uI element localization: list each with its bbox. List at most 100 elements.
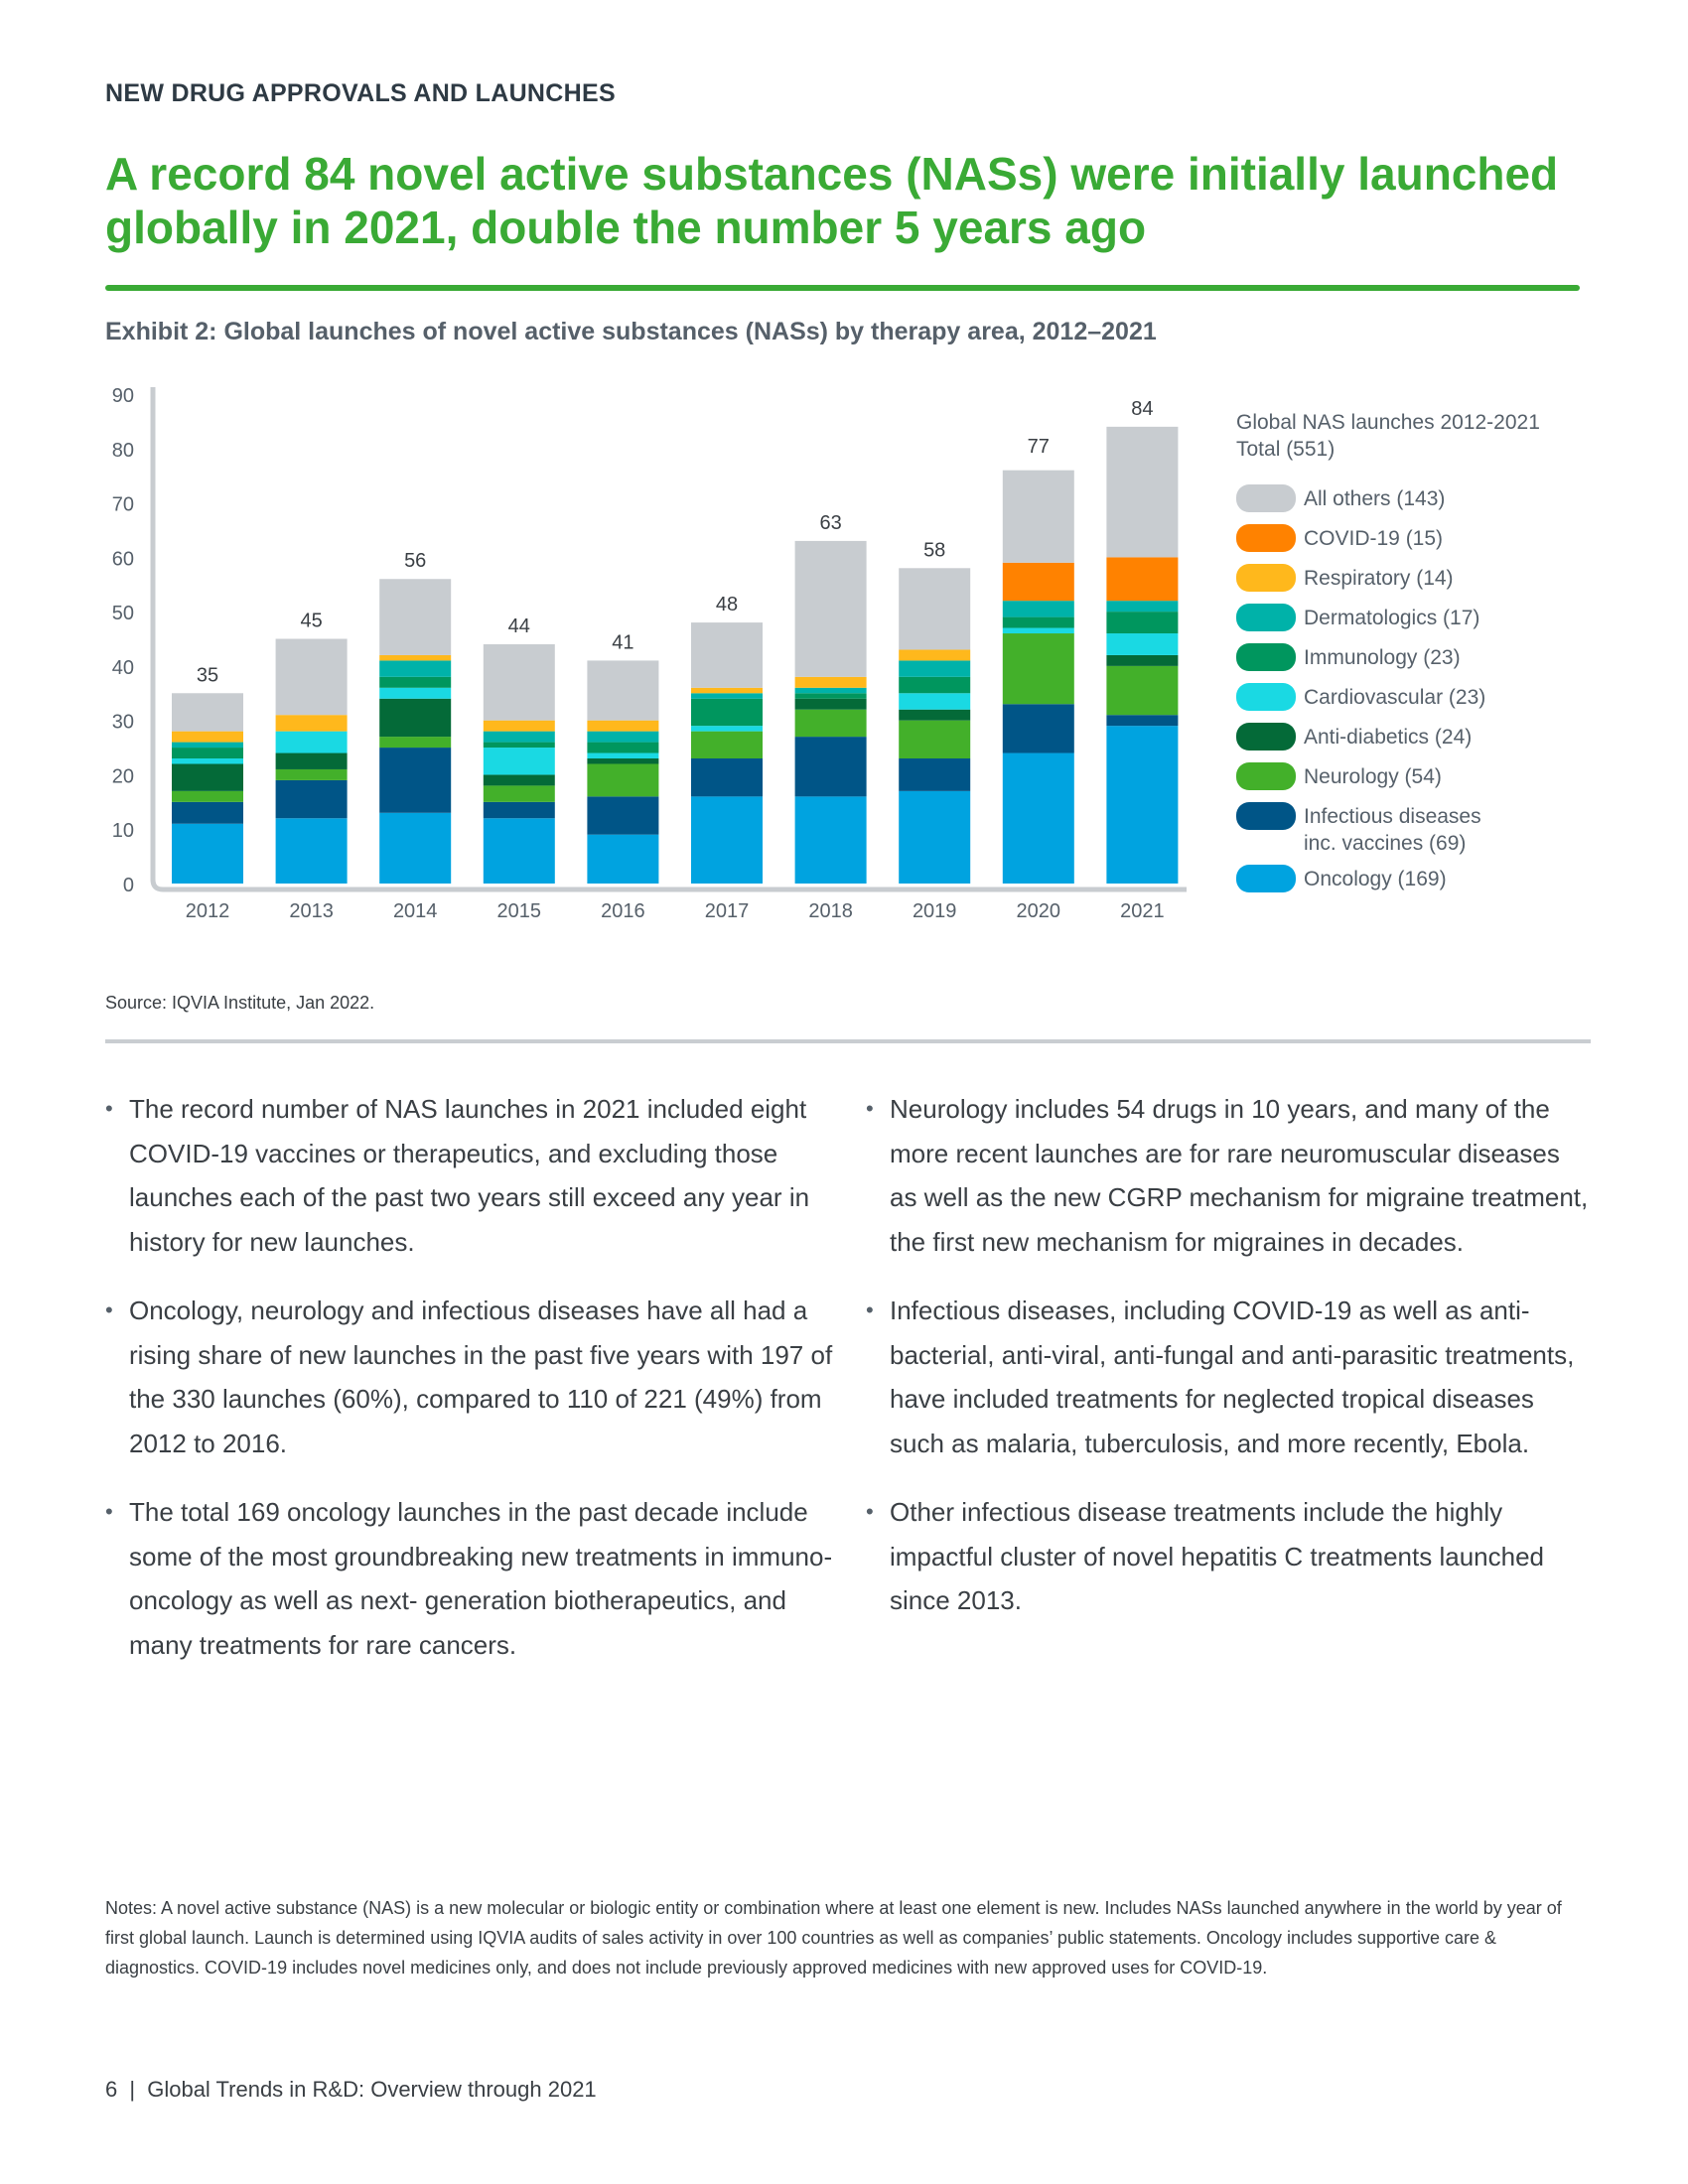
bullet-item: Infectious diseases, including COVID-19 … <box>866 1289 1591 1465</box>
bar-segment <box>379 748 452 813</box>
bar-segment <box>379 579 452 655</box>
bar-segment <box>794 687 867 694</box>
legend-label: Immunology (23) <box>1304 646 1461 669</box>
bar-segment <box>691 758 763 797</box>
bar-segment <box>794 676 867 688</box>
bar-segment <box>691 622 763 688</box>
bar-segment <box>691 693 763 699</box>
bar-total-label: 48 <box>716 594 738 615</box>
bar-total-label: 56 <box>404 550 426 572</box>
y-tick-label: 60 <box>112 548 134 570</box>
legend-label: Infectious diseases <box>1304 805 1481 828</box>
x-axis-tick-labels: 2012 2013 2014 2015 2016 2017 2018 2019 2020 2021 <box>186 900 1165 922</box>
bar-segment <box>1106 426 1179 558</box>
bar-total-label: 63 <box>819 512 841 534</box>
legend-swatch <box>1236 865 1296 892</box>
legend-label: Respiratory (14) <box>1304 567 1454 590</box>
bar-segment <box>379 676 452 688</box>
bar-segment <box>1106 715 1179 727</box>
bar-segment <box>379 660 452 677</box>
bar-segment <box>899 790 971 884</box>
bar-segment <box>275 638 348 716</box>
bullet-item: Neurology includes 54 drugs in 10 years,… <box>866 1087 1591 1264</box>
bar-segment <box>1002 627 1074 634</box>
legend-swatch <box>1236 524 1296 552</box>
bar-segment <box>172 693 243 732</box>
bar-segment <box>379 812 452 884</box>
y-tick-label: 80 <box>112 440 134 462</box>
bar-segment <box>483 720 555 732</box>
bar-segment <box>794 796 867 884</box>
page-footer: 6 | Global Trends in R&D: Overview throu… <box>105 2077 597 2103</box>
x-tick-label: 2015 <box>497 900 542 922</box>
legend-label: Neurology (54) <box>1304 765 1442 788</box>
bar-segment <box>483 742 555 749</box>
bar-segment <box>899 720 971 759</box>
y-tick-label: 90 <box>112 385 134 407</box>
legend-label: Oncology (169) <box>1304 868 1447 890</box>
bar-segment <box>587 742 659 753</box>
bar-total-label: 35 <box>197 664 218 686</box>
bar-segment <box>483 643 555 721</box>
bar-segment <box>1106 557 1179 602</box>
bar-segment <box>587 763 659 797</box>
bar-segment <box>899 649 971 661</box>
bar-segment <box>691 726 763 732</box>
bar-segment <box>587 834 659 884</box>
bar-segment <box>379 698 452 738</box>
legend-label: Dermatologics (17) <box>1304 607 1479 629</box>
legend-label: Cardiovascular (23) <box>1304 686 1485 709</box>
bar-segment <box>379 737 452 749</box>
bar-segment <box>379 687 452 699</box>
y-tick-label: 10 <box>112 820 134 842</box>
x-tick-label: 2012 <box>186 900 230 922</box>
legend-total: Total (551) <box>1236 438 1335 461</box>
chart-bars <box>172 426 1179 884</box>
bar-segment <box>794 709 867 738</box>
bar-total-label: 58 <box>923 539 945 561</box>
x-tick-label: 2020 <box>1017 900 1061 922</box>
bar-segment <box>1106 601 1179 613</box>
bar-segment <box>1002 633 1074 705</box>
legend-swatch <box>1236 762 1296 790</box>
x-tick-label: 2016 <box>601 900 645 922</box>
bar-segment <box>172 801 243 824</box>
y-tick-label: 0 <box>123 875 134 896</box>
bar-segment <box>899 676 971 694</box>
bar-segment <box>1106 633 1179 655</box>
bar-segment <box>379 654 452 661</box>
bullet-column-right: Neurology includes 54 drugs in 10 years,… <box>866 1087 1591 1648</box>
bar-segment <box>1106 654 1179 666</box>
chart-legend: Global NAS launches 2012-2021 Total (551… <box>1236 411 1540 892</box>
bar-total-label: 77 <box>1028 436 1050 458</box>
x-tick-label: 2018 <box>808 900 853 922</box>
bar-segment <box>691 731 763 759</box>
bar-segment <box>587 752 659 759</box>
bar-segment <box>1002 752 1074 884</box>
bar-segment <box>275 818 348 884</box>
footer-separator: | <box>129 2077 136 2102</box>
legend-label: COVID-19 (15) <box>1304 527 1443 550</box>
bullet-item: The record number of NAS launches in 202… <box>105 1087 835 1264</box>
x-tick-label: 2017 <box>705 900 750 922</box>
bar-total-label: 45 <box>300 611 322 632</box>
y-tick-label: 40 <box>112 657 134 679</box>
bar-segment <box>794 698 867 710</box>
legend-title: Global NAS launches 2012-2021 <box>1236 411 1540 434</box>
bar-segment <box>1106 726 1179 884</box>
bar-segment <box>172 742 243 749</box>
legend-swatch <box>1236 604 1296 631</box>
bar-segment <box>275 752 348 769</box>
bar-total-label: 44 <box>508 615 530 637</box>
bar-segment <box>794 693 867 699</box>
bar-segment <box>275 779 348 819</box>
stacked-bar-chart: 0 10 20 30 40 50 60 70 80 90 35 45 56 44 41 48 63 58 77 84… <box>112 385 1540 922</box>
y-tick-label: 70 <box>112 494 134 516</box>
bar-segment <box>899 709 971 721</box>
source-divider <box>105 1039 1591 1043</box>
bar-segment <box>172 763 243 791</box>
bar-segment <box>1106 612 1179 634</box>
bar-segment <box>172 731 243 743</box>
bar-segment <box>275 768 348 780</box>
bar-total-label: 41 <box>612 631 633 653</box>
